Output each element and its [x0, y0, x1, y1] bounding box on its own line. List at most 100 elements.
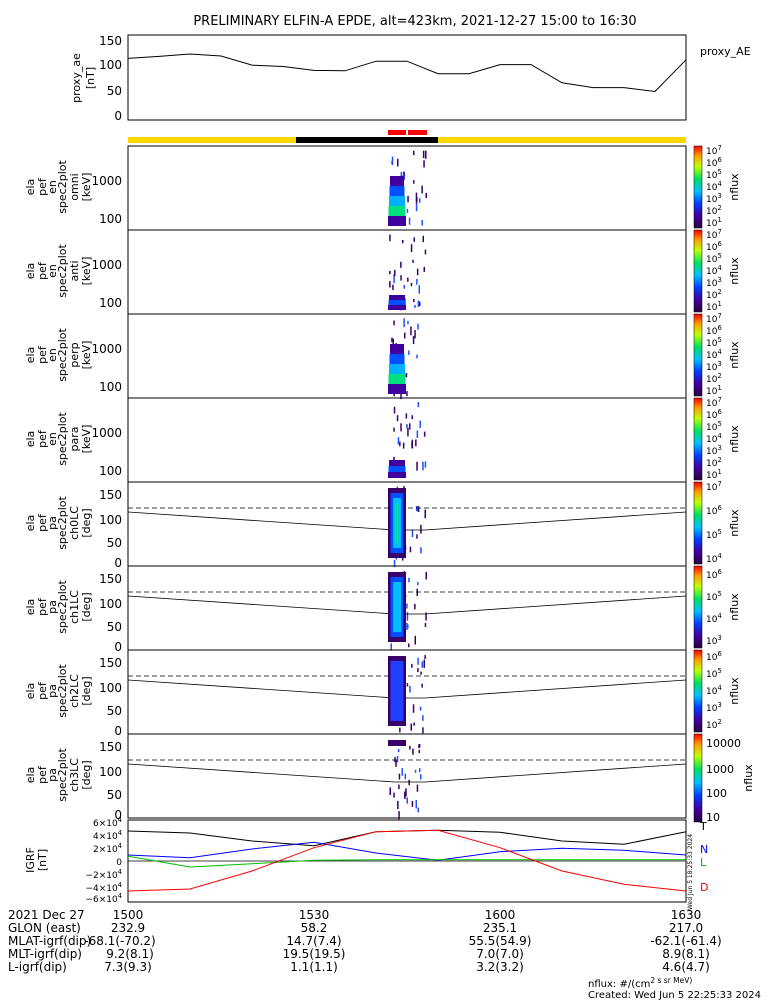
colorbar-gradient	[693, 145, 703, 229]
flux-block	[388, 472, 406, 478]
ytick: 1000	[91, 258, 122, 272]
xaxis-value: 1530	[299, 908, 330, 922]
colorbar-tick: 102	[706, 372, 722, 385]
flux-dash	[389, 787, 391, 795]
colorbar-tick: 101	[706, 216, 722, 229]
flux-dash	[421, 220, 423, 226]
flux-dash	[400, 390, 402, 400]
flux-dash	[407, 624, 409, 629]
ytick: 100	[99, 681, 122, 695]
igrf-ytick: 4×104	[93, 829, 122, 842]
flux-dash	[419, 301, 421, 306]
spectrogram-frame	[127, 313, 687, 399]
colorbar-gradient	[693, 649, 703, 733]
energy-panel-labels: ela pef en spec2plot omni [keV] 1000 100…	[24, 160, 122, 478]
flux-dash	[398, 773, 401, 780]
igrf-ytick: 2×104	[93, 842, 122, 855]
ylabel-line: pef	[36, 429, 49, 448]
colorbar-tick: 107	[706, 480, 722, 493]
proxy-ae-ytick: 100	[99, 58, 122, 72]
ylabel-line: en	[46, 348, 59, 362]
xaxis-value: -68.1(-70.2)	[84, 934, 155, 948]
igrf-panel: IGRF [nT] 6×104 4×104 2×104 0 −2×104 −4×…	[24, 816, 708, 910]
colorbar-tick: 107	[706, 312, 722, 325]
flux-dash	[393, 274, 395, 284]
flux-dash	[403, 172, 405, 181]
ylabel-line: ela	[24, 431, 37, 448]
xaxis-value: 8.9(8.1)	[662, 947, 710, 961]
flux-block	[388, 206, 406, 216]
colorbar-tick: 106	[706, 408, 722, 421]
xaxis-value: 235.1	[483, 921, 517, 935]
flux-block	[390, 344, 404, 354]
flux-dash	[416, 268, 419, 276]
colorbar-tick: 107	[706, 228, 722, 241]
proxy-ae-ylabel-unit: [nT]	[84, 67, 97, 89]
flux-dash	[410, 282, 413, 287]
igrf-ylabel: IGRF	[24, 847, 37, 873]
ylabel-line: [keV]	[80, 425, 93, 454]
ytick: 50	[107, 620, 122, 634]
flux-dash	[410, 244, 413, 253]
flux-dash	[419, 198, 421, 203]
xaxis-value: -62.1(-61.4)	[650, 934, 721, 948]
igrf-line-D	[127, 829, 687, 892]
colorbar-tick: 106	[706, 324, 722, 337]
colorbar-tick: 101	[706, 300, 722, 313]
ytick: 0	[114, 556, 122, 570]
flux-dash	[403, 318, 405, 328]
colorbar-tick: 105	[706, 168, 722, 181]
flux-dash	[406, 208, 409, 213]
colorbar-tick: 105	[706, 420, 722, 433]
ylabel-line: spec2plot	[56, 496, 69, 550]
spectrogram-panels	[127, 145, 687, 820]
colorbar-omni: nflux 107 106 105 104 103 102 101	[693, 144, 741, 229]
colorbar-tick: 104	[706, 348, 722, 361]
xaxis-value: 9.2(8.1)	[106, 947, 154, 961]
ytick: 100	[99, 296, 122, 310]
loss-cone-line	[127, 511, 687, 531]
flux-block	[388, 374, 406, 384]
ylabel-line: [deg]	[80, 760, 93, 789]
ytick: 0	[114, 808, 122, 822]
proxy-ae-legend: proxy_AE	[700, 45, 751, 58]
flux-dash	[394, 269, 396, 277]
ylabel-line: spec2plot	[56, 244, 69, 298]
xaxis-row-label: L-igrf(dip)	[8, 960, 67, 974]
ytick: 100	[99, 212, 122, 226]
flux-dash	[413, 180, 415, 184]
pa-ch1-labels: ela pef pa spec2plot ch1LC [deg] 150 100…	[24, 572, 122, 654]
flux-dash	[417, 402, 420, 408]
flux-block	[388, 305, 406, 310]
colorbar-tick: 107	[706, 396, 722, 409]
ylabel-line: pef	[36, 345, 49, 364]
igrf-ytick: −2×104	[85, 868, 122, 881]
ytick: 0	[114, 724, 122, 738]
flux-dash	[411, 663, 413, 668]
flux-dash	[411, 441, 413, 449]
spectrogram-frame	[127, 145, 687, 231]
flux-dash	[391, 156, 394, 166]
flux-dash	[406, 683, 409, 687]
units-note: nflux: #/(cm2 s sr MeV)	[588, 976, 692, 990]
spectrogram-frame	[127, 733, 687, 819]
flux-dash	[404, 773, 407, 780]
flux-dash	[417, 323, 419, 330]
flux-dash	[408, 643, 410, 648]
colorbar-tick: 103	[706, 276, 722, 289]
colorbar-tick: 105	[706, 528, 722, 541]
colorbar-tick: 106	[706, 240, 722, 253]
igrf-ytick: −6×104	[85, 892, 122, 905]
flux-dash	[399, 441, 401, 447]
flux-dash	[395, 759, 397, 767]
flux-dash	[409, 546, 412, 553]
flux-dash	[398, 784, 400, 789]
igrf-legend-D: D	[700, 881, 708, 894]
flux-dash	[420, 671, 422, 675]
flux-dash	[415, 439, 417, 447]
flux-dash	[409, 745, 411, 750]
flux-block	[389, 196, 405, 206]
colorbar-tick: 103	[706, 701, 722, 714]
flux-dash	[415, 192, 418, 201]
colorbar-label: nflux	[728, 509, 741, 537]
